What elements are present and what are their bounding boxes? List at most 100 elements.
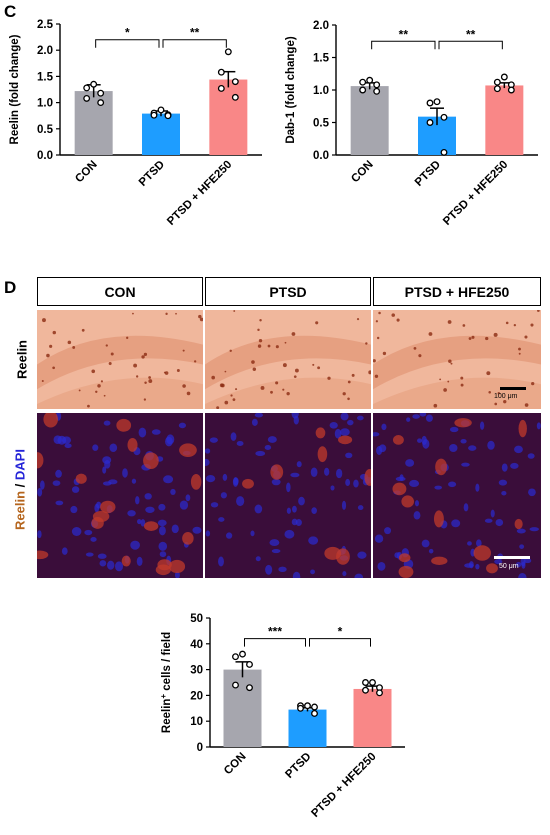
dapi-nucleus	[378, 444, 387, 453]
data-point	[246, 660, 253, 668]
reelin-cell	[224, 400, 229, 405]
reelin-positive-cell	[398, 553, 411, 563]
row-label-reelin-dapi: Reelin / DAPI	[13, 440, 28, 540]
reelin-cell	[72, 346, 76, 349]
reelin-positive-cell	[37, 452, 44, 469]
bar	[74, 91, 113, 155]
reelin-cell	[505, 321, 509, 325]
y-tick-label: 2.0	[37, 45, 53, 57]
scale-bar-ihc-label: 100 μm	[494, 393, 518, 400]
reelin-positive-cell	[518, 419, 527, 438]
dapi-nucleus	[340, 428, 350, 436]
reelin-cell	[286, 391, 290, 396]
x-tick-label: PTSD + HFE250	[165, 159, 234, 228]
reelin-cell	[378, 311, 381, 315]
dapi-nucleus	[205, 458, 210, 466]
dapi-nucleus	[519, 544, 525, 549]
dapi-nucleus	[341, 500, 347, 510]
dapi-nucleus	[57, 435, 67, 445]
row-label-reelin: Reelin	[14, 340, 30, 380]
reelin-positive-cell	[127, 438, 138, 452]
reelin-positive-cell	[116, 418, 132, 432]
dapi-nucleus	[255, 556, 261, 562]
reelin-cell	[49, 344, 53, 348]
reelin-cell	[493, 332, 498, 337]
dapi-nucleus	[170, 488, 176, 496]
dapi-nucleus	[165, 436, 173, 447]
reelin-cell	[143, 352, 148, 357]
dapi-nucleus	[419, 413, 427, 417]
scale-bar-if-label: 50 μm	[499, 563, 519, 570]
dapi-nucleus	[373, 432, 380, 437]
dapi-nucleus	[64, 443, 72, 449]
reelin-cell	[229, 349, 232, 352]
dapi-nucleus	[135, 496, 140, 505]
dapi-nucleus	[310, 467, 318, 477]
dapi-nucleus	[298, 496, 305, 506]
reelin-positive-cell	[37, 550, 49, 560]
dapi-nucleus	[357, 505, 364, 511]
x-tick-label: CON	[73, 159, 100, 186]
reelin-positive-cell	[143, 452, 159, 470]
dapi-nucleus	[171, 524, 179, 534]
dapi-nucleus	[71, 486, 80, 493]
reelin-positive-cell	[514, 518, 523, 530]
reelin-positive-cell	[486, 563, 498, 574]
dapi-nucleus	[254, 413, 263, 418]
reelin-cell	[251, 360, 255, 364]
dapi-nucleus	[412, 414, 420, 419]
dapi-nucleus	[413, 511, 421, 520]
reelin-cell	[198, 314, 202, 319]
reelin-cells-per-field-chart: 0 10 20 30 40 50 Reelin+ cells / field CON PTSDP…	[159, 613, 405, 820]
reelin-cell	[327, 376, 331, 380]
reelin-cell	[135, 375, 139, 378]
dapi-nucleus	[514, 445, 523, 454]
significance-bracket	[95, 39, 160, 48]
dapi-nucleus	[356, 415, 364, 421]
dapi-nucleus	[102, 466, 107, 474]
y-tick-label: 30	[190, 665, 203, 677]
dapi-nucleus	[342, 571, 347, 577]
dapi-nucleus	[311, 507, 317, 515]
reelin-cell	[468, 337, 472, 340]
data-point	[164, 112, 172, 120]
reelin-cell	[524, 335, 528, 339]
dapi-nucleus	[94, 503, 100, 513]
data-point	[304, 702, 311, 710]
dab1-fold-change-chart: 0.0 0.5 1.0 1.5 2.0 Dab-1 (fold change) CON PTS…	[285, 20, 538, 228]
data-point	[376, 689, 383, 697]
dapi-nucleus	[178, 422, 187, 429]
reelin-cell	[97, 384, 101, 388]
reelin-cell	[284, 341, 287, 344]
reelin-positive-cell	[242, 478, 254, 489]
reelin-cell	[396, 318, 400, 322]
reelin-positive-cell	[398, 565, 414, 578]
dapi-nucleus	[467, 541, 472, 546]
dapi-nucleus	[469, 561, 474, 569]
dapi-nucleus	[131, 478, 137, 484]
dapi-nucleus	[291, 413, 299, 419]
y-tick-label: 0.5	[37, 124, 54, 136]
dapi-nucleus	[209, 437, 218, 443]
y-tick-label: 0.0	[37, 150, 53, 162]
y-tick-label: 0.0	[313, 150, 329, 162]
reelin-cell	[46, 353, 50, 358]
dapi-nucleus	[395, 476, 406, 482]
dapi-nucleus	[122, 468, 128, 478]
reelin-cell	[347, 397, 350, 401]
reelin-cell	[537, 310, 540, 312]
dapi-nucleus	[104, 460, 111, 469]
reelin-cell	[447, 320, 452, 324]
x-tick-label: CON	[222, 751, 249, 778]
reelin-cell	[232, 398, 236, 402]
micrograph-ihc-ptsd	[205, 310, 371, 409]
reelin-cell	[347, 380, 351, 384]
reelin-cell	[260, 386, 265, 390]
micrograph-if-ptsd-hfe250	[373, 413, 541, 578]
dapi-nucleus	[434, 485, 442, 490]
dapi-nucleus	[501, 491, 507, 496]
reelin-cell	[182, 349, 185, 352]
dapi-nucleus	[90, 537, 97, 542]
data-point	[366, 76, 374, 84]
reelin-positive-cell	[317, 446, 328, 463]
